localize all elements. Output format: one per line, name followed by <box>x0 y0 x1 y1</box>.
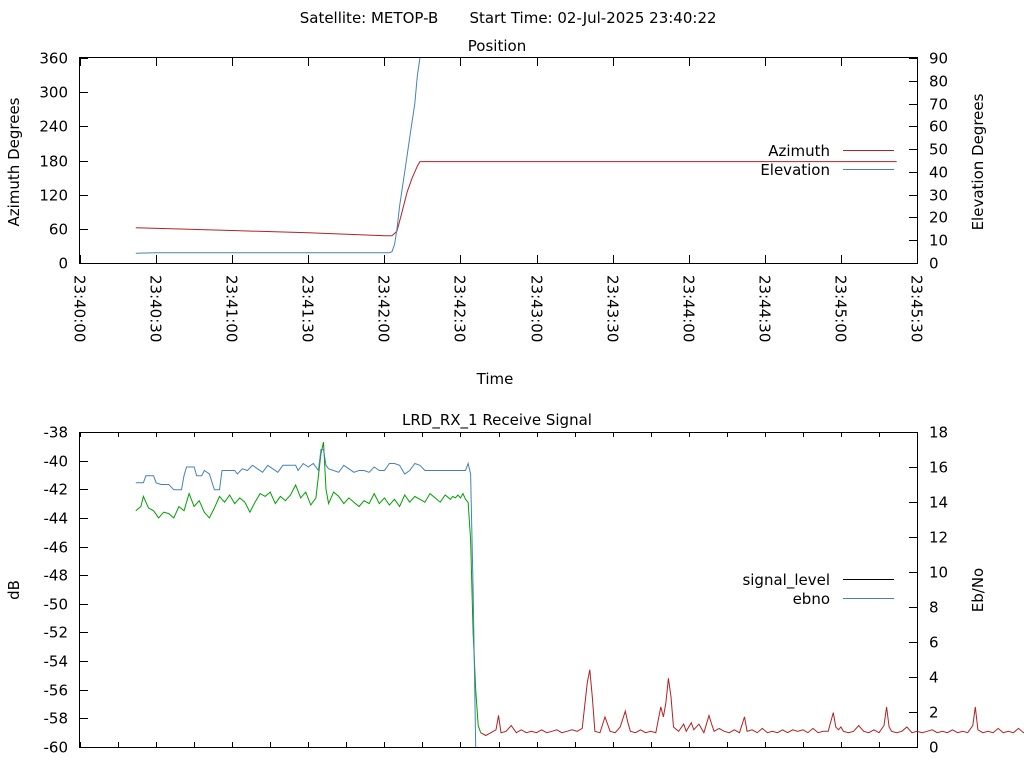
ebno-tick-label: 10 <box>929 564 948 582</box>
ebno-tick-label: 18 <box>929 424 948 442</box>
elevation-tick-label: 90 <box>929 50 948 68</box>
signal-plot-frame <box>79 432 918 748</box>
time-tick-label: 23:45:00 <box>832 275 850 342</box>
azimuth-tick-label: 0 <box>58 255 68 273</box>
db-tick-label: -52 <box>44 624 69 642</box>
db-tick-label: -38 <box>44 424 69 442</box>
azimuth-tick-label: 240 <box>39 118 68 136</box>
db-tick-label: -56 <box>44 682 69 700</box>
elevation-tick-label: 70 <box>929 96 948 114</box>
time-tick-label: 23:44:30 <box>756 275 774 342</box>
elevation-tick-label: 40 <box>929 164 948 182</box>
elevation-tick-label: 0 <box>929 255 939 273</box>
elevation-tick-label: 10 <box>929 232 948 250</box>
elevation-tick-label: 50 <box>929 141 948 159</box>
time-tick-label: 23:42:30 <box>451 275 469 342</box>
time-tick-label: 23:40:00 <box>71 275 89 342</box>
start-time-label: Start Time: 02-Jul-2025 23:40:22 <box>469 9 716 27</box>
azimuth-series-line <box>135 161 897 237</box>
signal-y2label: Eb/No <box>969 568 987 612</box>
time-tick-label: 23:43:30 <box>604 275 622 342</box>
ebno-tick-label: 2 <box>929 704 939 722</box>
time-tick-label: 23:40:30 <box>147 275 165 342</box>
position-chart-title: Position <box>468 37 526 55</box>
satellite-label: Satellite: METOP-B <box>300 9 439 27</box>
db-tick-label: -60 <box>44 739 69 757</box>
db-tick-label: -44 <box>44 510 69 528</box>
position-ylabel: Azimuth Degrees <box>5 97 23 226</box>
elevation-tick-label: 20 <box>929 209 948 227</box>
azimuth-tick-label: 120 <box>39 187 68 205</box>
time-tick-label: 23:41:00 <box>223 275 241 342</box>
signal-level-low-series-line <box>480 669 1024 737</box>
azimuth-tick-label: 180 <box>39 153 68 171</box>
ebno-tick-label: 8 <box>929 599 939 617</box>
elevation-tick-label: 60 <box>929 118 948 136</box>
position-y2label: Elevation Degrees <box>969 93 987 230</box>
db-tick-label: -40 <box>44 453 69 471</box>
elevation-tick-label: 30 <box>929 187 948 205</box>
time-tick-label: 23:44:00 <box>680 275 698 342</box>
legend-azimuth-label: Azimuth <box>768 142 830 160</box>
azimuth-tick-label: 360 <box>39 50 68 68</box>
ebno-tick-label: 4 <box>929 669 939 687</box>
time-tick-label: 23:45:30 <box>908 275 926 342</box>
position-chart: Position 0 60 120 180 240 300 360 0 10 20 30 40 50 6… <box>5 37 987 388</box>
azimuth-tick-label: 60 <box>49 221 68 239</box>
time-tick-label: 23:41:30 <box>299 275 317 342</box>
legend-signal-level-label: signal_level <box>742 571 830 590</box>
db-tick-label: -50 <box>44 596 69 614</box>
time-tick-label: 23:42:00 <box>375 275 393 342</box>
db-tick-label: -58 <box>44 710 69 728</box>
ebno-tick-label: 6 <box>929 634 939 652</box>
legend-elevation-label: Elevation <box>760 161 830 179</box>
elevation-series-line <box>135 57 421 254</box>
signal-level-high-series-line <box>135 441 482 733</box>
ebno-series-line <box>135 449 477 748</box>
db-tick-label: -46 <box>44 539 69 557</box>
ebno-tick-label: 16 <box>929 459 948 477</box>
time-tick-label: 23:43:00 <box>528 275 546 342</box>
signal-chart-title: LRD_RX_1 Receive Signal <box>402 411 592 430</box>
legend-ebno-label: ebno <box>793 590 830 608</box>
position-xlabel: Time <box>476 370 514 388</box>
ebno-tick-label: 0 <box>929 739 939 757</box>
signal-ylabel: dB <box>5 580 23 600</box>
position-plot-frame <box>79 57 918 264</box>
ebno-tick-label: 14 <box>929 494 948 512</box>
azimuth-tick-label: 300 <box>39 84 68 102</box>
db-tick-label: -42 <box>44 481 69 499</box>
receive-signal-chart: LRD_RX_1 Receive Signal -38 -40 -42 -44 -46 -… <box>5 411 1024 757</box>
db-tick-label: -48 <box>44 567 69 585</box>
elevation-tick-label: 80 <box>929 73 948 91</box>
ebno-tick-label: 12 <box>929 529 948 547</box>
db-tick-label: -54 <box>44 653 69 671</box>
